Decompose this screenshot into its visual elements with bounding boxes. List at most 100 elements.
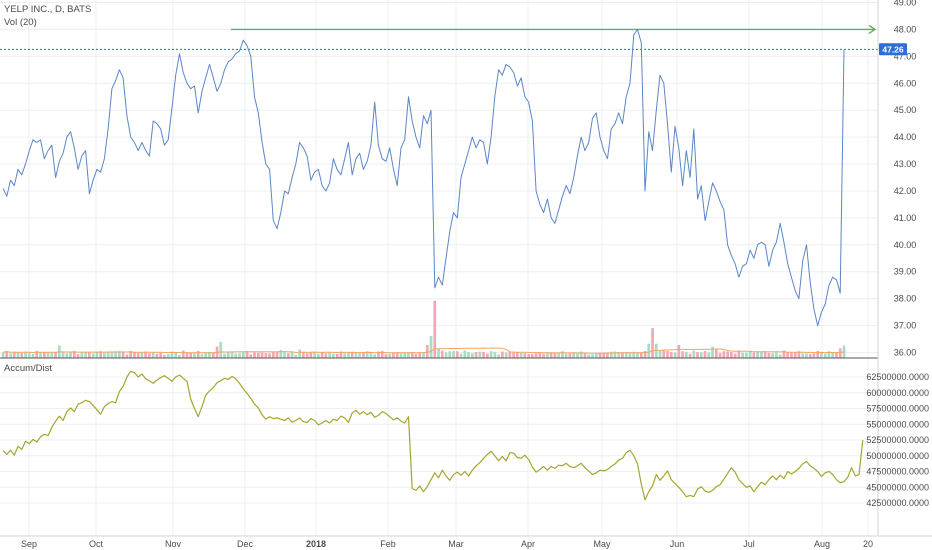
volume-bar (223, 353, 226, 358)
volume-bar (226, 352, 230, 358)
volume-bar (84, 352, 87, 358)
volume-bar (24, 351, 27, 358)
volume-bar (557, 353, 560, 358)
volume-bar (583, 352, 587, 358)
volume-bar (549, 352, 553, 358)
volume-bar (264, 353, 268, 358)
time-gridlines (28, 0, 869, 536)
volume-bar (482, 352, 485, 358)
volume-bar (531, 354, 534, 358)
volume-bar (103, 352, 106, 358)
volume-bar (606, 352, 609, 358)
volume-bar (148, 353, 151, 358)
price-tick-label: 40.00 (894, 240, 917, 250)
volume-bar (189, 352, 193, 358)
time-tick-label: Dec (237, 539, 254, 549)
volume-bar (767, 352, 771, 358)
volume-bar (257, 352, 260, 358)
volume-bar (756, 351, 759, 358)
price-axis-labels: 36.00 37.00 38.00 39.00 40.00 41.00 42.00 43.00… (894, 0, 917, 358)
price-tick-label: 49.00 (894, 0, 917, 8)
ad-tick-label: 60000000.0000 (866, 388, 929, 398)
volume-bar (797, 351, 801, 358)
volume-bar (763, 351, 767, 358)
volume-bar (561, 351, 564, 358)
volume-bar (31, 353, 35, 358)
volume-bar (414, 353, 418, 358)
price-tick-label: 42.00 (894, 186, 917, 196)
volume-bar (151, 352, 155, 358)
volume-bar (741, 352, 744, 358)
volume-bar (178, 354, 181, 358)
ad-axis-labels: 42500000.0000 45000000.0000 47500000.0000 5… (866, 372, 929, 508)
volume-bar (508, 352, 512, 358)
volume-bar (373, 354, 376, 358)
volume-bar (444, 352, 448, 358)
volume-bar (61, 352, 65, 358)
volume-bar (208, 351, 211, 358)
price-line (2, 28, 845, 327)
volume-bar (478, 351, 482, 358)
volume-bar (313, 351, 316, 358)
volume-bar (553, 353, 557, 358)
price-tick-label: 45.00 (894, 105, 917, 115)
volume-bar (440, 350, 444, 358)
volume-bar (677, 345, 681, 358)
volume-bar (523, 353, 527, 358)
volume-bar (283, 351, 286, 358)
ad-tick-label: 42500000.0000 (866, 498, 929, 508)
volume-bar (407, 352, 410, 358)
volume-bar (688, 353, 692, 358)
ad-tick-label: 55000000.0000 (866, 419, 929, 429)
volume-bar (771, 353, 774, 358)
volume-bar (365, 351, 369, 358)
volume-bar (673, 352, 677, 358)
volume-bar (534, 353, 538, 358)
volume-bar (662, 349, 666, 358)
time-tick-label: Jun (670, 539, 685, 549)
volume-bar (471, 353, 474, 358)
volume-bar (403, 352, 407, 358)
volume-bar (516, 352, 519, 358)
price-tick-label: 38.00 (894, 294, 917, 304)
volume-bar (110, 352, 114, 358)
volume-bar (448, 351, 452, 358)
volume-bar (459, 353, 463, 358)
volume-bar (745, 352, 748, 358)
volume-bar (354, 353, 358, 358)
volume-bar (125, 354, 129, 358)
volume-bar (497, 354, 500, 358)
volume-bar (801, 353, 805, 358)
price-tick-label: 43.00 (894, 159, 917, 169)
volume-bar (564, 353, 568, 358)
last-price-value: 47.26 (882, 44, 904, 54)
volume-bar (639, 352, 643, 358)
volume-bar (95, 351, 99, 358)
volume-bar (752, 352, 756, 358)
volume-bar (493, 351, 497, 358)
volume-bar (632, 351, 636, 358)
volume-bar (380, 351, 384, 358)
price-tick-label: 44.00 (894, 132, 917, 142)
volume-bar (384, 354, 388, 358)
volume-bar (808, 354, 812, 358)
volume-bar (268, 353, 271, 358)
volume-bar (347, 352, 350, 358)
volume-bar (613, 351, 617, 358)
volume-bar (20, 353, 24, 358)
volume-bar (88, 352, 91, 358)
volume-bar (294, 354, 298, 358)
volume-bar (805, 353, 808, 358)
volume-bar (35, 351, 39, 358)
volume-bar (5, 351, 9, 358)
indicator-title: Accum/Dist (4, 363, 52, 374)
volume-bar (332, 353, 335, 358)
volume-bar (335, 353, 339, 358)
price-tick-label: 46.00 (894, 78, 917, 88)
volume-bar (193, 353, 196, 358)
volume-bar (362, 352, 365, 358)
volume-bar (245, 351, 249, 358)
volume-bar (166, 353, 170, 358)
volume-bar (474, 352, 478, 358)
volume-bar (211, 352, 215, 358)
